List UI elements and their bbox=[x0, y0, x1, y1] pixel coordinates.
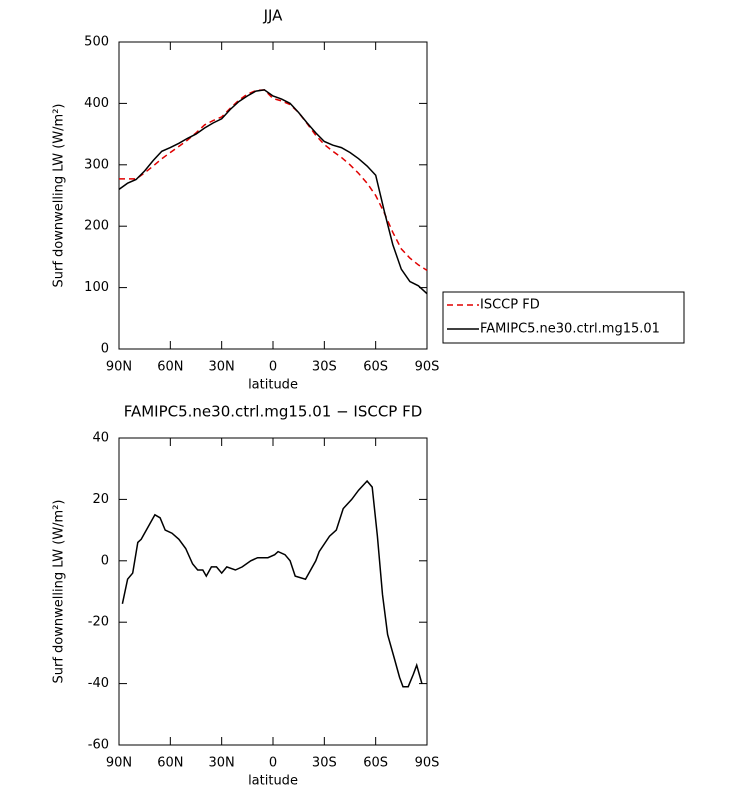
chart-title: FAMIPC5.ne30.ctrl.mg15.01 − ISCCP FD bbox=[124, 403, 423, 421]
y-tick-label: 200 bbox=[84, 219, 109, 234]
x-tick-label: 0 bbox=[269, 756, 277, 771]
x-tick-label: 30S bbox=[312, 360, 337, 375]
x-tick-label: 0 bbox=[269, 360, 277, 375]
x-tick-label: 90N bbox=[106, 756, 132, 771]
x-tick-label: 90S bbox=[415, 360, 440, 375]
x-axis-label: latitude bbox=[248, 378, 298, 393]
y-tick-label: 0 bbox=[101, 342, 109, 357]
y-tick-label: -20 bbox=[88, 615, 109, 630]
x-tick-label: 30S bbox=[312, 756, 337, 771]
legend-box bbox=[442, 291, 685, 344]
x-tick-label: 60S bbox=[363, 360, 388, 375]
chart-title: JJA bbox=[263, 7, 284, 25]
x-tick-label: 90N bbox=[106, 360, 132, 375]
legend-label: FAMIPC5.ne30.ctrl.mg15.01 bbox=[480, 322, 660, 337]
x-tick-label: 30N bbox=[209, 360, 235, 375]
plot-frame bbox=[118, 437, 428, 746]
y-tick-label: 400 bbox=[84, 96, 109, 111]
data-line bbox=[121, 479, 423, 688]
y-tick-label: -40 bbox=[88, 676, 109, 691]
x-tick-label: 90S bbox=[415, 756, 440, 771]
x-tick-label: 30N bbox=[209, 756, 235, 771]
legend-label: ISCCP FD bbox=[480, 298, 540, 313]
y-tick-label: 20 bbox=[92, 492, 109, 507]
data-line bbox=[118, 89, 428, 295]
y-tick-label: -60 bbox=[88, 738, 109, 753]
data-line bbox=[119, 89, 428, 272]
y-tick-label: 300 bbox=[84, 157, 109, 172]
x-tick-label: 60S bbox=[363, 756, 388, 771]
x-axis-label: latitude bbox=[248, 774, 298, 789]
y-axis-label: Surf downwelling LW (W/m²) bbox=[52, 104, 67, 288]
x-tick-label: 60N bbox=[157, 360, 183, 375]
y-tick-label: 0 bbox=[101, 553, 109, 568]
y-tick-label: 40 bbox=[92, 431, 109, 446]
y-tick-label: 100 bbox=[84, 280, 109, 295]
y-axis-label: Surf downwelling LW (W/m²) bbox=[52, 500, 67, 684]
x-tick-label: 60N bbox=[157, 756, 183, 771]
y-tick-label: 500 bbox=[84, 35, 109, 50]
